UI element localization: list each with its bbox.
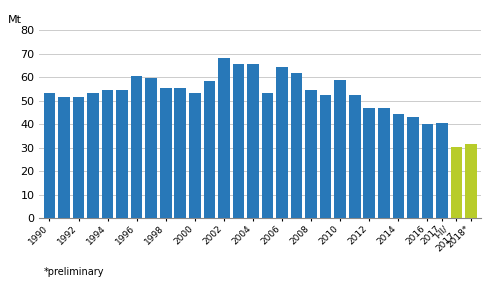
Bar	[407, 117, 419, 218]
Bar	[218, 58, 230, 218]
Bar	[87, 92, 99, 218]
Bar	[131, 76, 142, 218]
Bar	[102, 90, 113, 218]
Bar	[334, 80, 346, 218]
Bar	[451, 147, 463, 218]
Bar	[305, 90, 317, 218]
Bar	[145, 78, 157, 218]
Bar	[58, 97, 70, 218]
Bar	[233, 64, 244, 218]
Bar	[378, 108, 389, 218]
Bar	[262, 92, 273, 218]
Bar	[465, 144, 477, 218]
Bar	[422, 124, 433, 218]
Bar	[320, 95, 331, 218]
Bar	[392, 114, 404, 218]
Text: *preliminary: *preliminary	[44, 267, 104, 277]
Bar	[276, 67, 288, 218]
Bar	[189, 92, 201, 218]
Bar	[160, 88, 171, 218]
Bar	[44, 92, 55, 218]
Bar	[116, 90, 128, 218]
Bar	[174, 88, 186, 218]
Bar	[291, 73, 302, 218]
Bar	[436, 123, 448, 218]
Bar	[247, 64, 259, 218]
Bar	[73, 97, 84, 218]
Bar	[363, 108, 375, 218]
Text: Mt: Mt	[8, 15, 23, 25]
Bar	[349, 95, 360, 218]
Bar	[204, 81, 215, 218]
